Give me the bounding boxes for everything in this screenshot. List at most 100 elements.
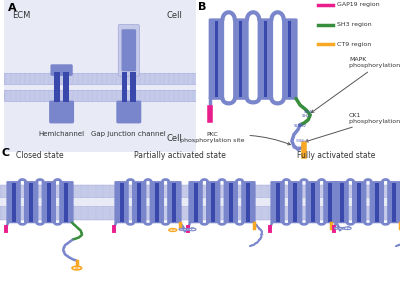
Text: P: P bbox=[75, 265, 79, 271]
FancyBboxPatch shape bbox=[270, 181, 285, 223]
Text: MAPK
phosphorylation site: MAPK phosphorylation site bbox=[311, 57, 400, 113]
Bar bbox=[293, 183, 297, 222]
Text: S368: S368 bbox=[292, 146, 300, 150]
FancyBboxPatch shape bbox=[306, 181, 320, 223]
Text: S279: S279 bbox=[294, 124, 302, 128]
Text: Gap junction channel: Gap junction channel bbox=[92, 131, 166, 137]
Bar bbox=[340, 183, 344, 222]
Bar bbox=[54, 71, 60, 102]
Circle shape bbox=[258, 229, 262, 230]
Bar bbox=[12, 183, 16, 222]
Text: Fully activated state: Fully activated state bbox=[297, 151, 375, 160]
Text: B: B bbox=[198, 2, 206, 12]
Text: P: P bbox=[191, 227, 194, 231]
FancyBboxPatch shape bbox=[224, 181, 238, 223]
Text: Hemichannel: Hemichannel bbox=[38, 131, 85, 137]
Text: S262: S262 bbox=[302, 115, 311, 118]
Circle shape bbox=[258, 239, 262, 240]
FancyBboxPatch shape bbox=[122, 29, 136, 71]
Bar bbox=[239, 21, 242, 97]
Bar bbox=[29, 183, 33, 222]
Bar bbox=[246, 183, 250, 222]
Bar bbox=[215, 21, 218, 97]
Circle shape bbox=[396, 245, 400, 246]
FancyBboxPatch shape bbox=[334, 181, 349, 223]
Bar bbox=[4, 73, 196, 84]
Circle shape bbox=[76, 237, 79, 239]
FancyBboxPatch shape bbox=[241, 181, 256, 223]
Bar bbox=[0, 206, 400, 220]
FancyBboxPatch shape bbox=[370, 181, 384, 223]
Circle shape bbox=[79, 236, 82, 237]
Text: GAP19 region: GAP19 region bbox=[337, 2, 379, 7]
Text: SH3 region: SH3 region bbox=[337, 22, 371, 27]
Circle shape bbox=[80, 232, 83, 233]
Bar bbox=[311, 183, 315, 222]
Bar bbox=[288, 21, 291, 97]
Bar bbox=[357, 183, 361, 222]
Circle shape bbox=[254, 224, 258, 226]
Text: CK1
phosphorylation site: CK1 phosphorylation site bbox=[306, 113, 400, 142]
Bar bbox=[194, 183, 198, 222]
FancyBboxPatch shape bbox=[282, 18, 298, 100]
Text: C: C bbox=[2, 148, 10, 158]
FancyBboxPatch shape bbox=[49, 100, 74, 123]
FancyBboxPatch shape bbox=[323, 181, 338, 223]
Text: S282: S282 bbox=[298, 124, 306, 128]
Text: P: P bbox=[346, 226, 349, 230]
Bar bbox=[4, 90, 196, 100]
Circle shape bbox=[254, 243, 258, 244]
Circle shape bbox=[73, 224, 76, 226]
Bar bbox=[63, 71, 69, 102]
FancyBboxPatch shape bbox=[258, 18, 273, 100]
Circle shape bbox=[77, 228, 80, 229]
Bar bbox=[375, 183, 379, 222]
FancyBboxPatch shape bbox=[59, 181, 74, 223]
FancyBboxPatch shape bbox=[114, 181, 129, 223]
Bar bbox=[120, 183, 124, 222]
Bar bbox=[130, 71, 136, 102]
Bar bbox=[47, 183, 51, 222]
FancyBboxPatch shape bbox=[387, 181, 400, 223]
Circle shape bbox=[344, 227, 351, 230]
FancyBboxPatch shape bbox=[233, 18, 249, 100]
Bar bbox=[211, 183, 215, 222]
FancyBboxPatch shape bbox=[132, 181, 146, 223]
FancyBboxPatch shape bbox=[209, 18, 224, 100]
FancyBboxPatch shape bbox=[167, 181, 182, 223]
FancyBboxPatch shape bbox=[24, 181, 38, 223]
Circle shape bbox=[72, 266, 82, 270]
FancyBboxPatch shape bbox=[116, 100, 141, 123]
Bar bbox=[64, 183, 68, 222]
FancyBboxPatch shape bbox=[118, 24, 139, 76]
Circle shape bbox=[65, 243, 68, 244]
Circle shape bbox=[260, 234, 264, 235]
Text: Cell: Cell bbox=[167, 134, 182, 143]
Circle shape bbox=[69, 258, 72, 259]
Text: S255: S255 bbox=[304, 110, 313, 114]
Text: P: P bbox=[171, 228, 174, 232]
Circle shape bbox=[72, 239, 76, 240]
Text: Partially activated state: Partially activated state bbox=[134, 151, 226, 160]
Bar bbox=[155, 183, 159, 222]
Bar bbox=[392, 183, 396, 222]
Circle shape bbox=[62, 247, 66, 248]
Text: PKC
phosphorylation site: PKC phosphorylation site bbox=[180, 132, 290, 145]
Text: Cell: Cell bbox=[167, 11, 182, 20]
FancyBboxPatch shape bbox=[150, 181, 164, 223]
Bar bbox=[264, 21, 267, 97]
Bar bbox=[122, 71, 128, 102]
Text: Scm1: Scm1 bbox=[299, 139, 309, 143]
Circle shape bbox=[186, 229, 191, 230]
Circle shape bbox=[342, 227, 346, 229]
Bar bbox=[229, 183, 233, 222]
Text: S325: S325 bbox=[296, 139, 304, 143]
Text: CT9 region: CT9 region bbox=[337, 42, 371, 47]
FancyBboxPatch shape bbox=[352, 181, 366, 223]
FancyBboxPatch shape bbox=[206, 181, 220, 223]
Circle shape bbox=[62, 251, 66, 253]
Circle shape bbox=[250, 245, 254, 246]
Circle shape bbox=[69, 240, 72, 241]
Circle shape bbox=[73, 260, 76, 261]
FancyBboxPatch shape bbox=[42, 181, 56, 223]
